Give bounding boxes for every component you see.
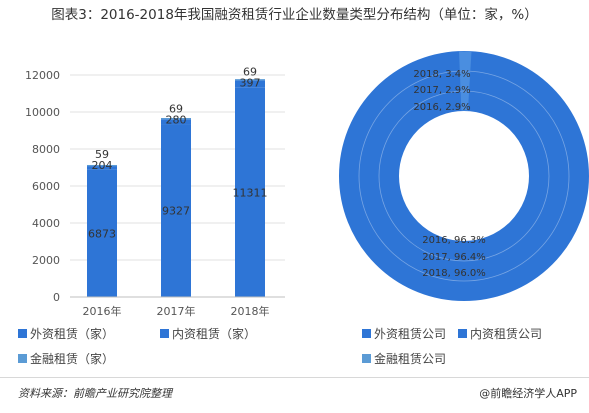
- legend-label: 内资租赁（家）: [172, 327, 257, 341]
- ring-label: 2016, 2.9%: [413, 102, 470, 113]
- legend-swatch: [362, 329, 371, 338]
- data-label: 280: [166, 113, 187, 126]
- legend-swatch: [160, 329, 169, 338]
- y-tick-label: 10000: [25, 106, 60, 119]
- bar-segment: [161, 119, 191, 125]
- legend-item-foreign-company: 外资租赁公司: [362, 325, 446, 342]
- data-label: 397: [240, 77, 261, 90]
- data-label: 6873: [88, 227, 116, 240]
- legend-label: 外资租赁公司: [374, 327, 447, 341]
- ring-divider: [378, 90, 550, 262]
- bar-segment: [161, 117, 191, 120]
- data-label: 69: [169, 102, 183, 115]
- y-tick-label: 2000: [32, 254, 60, 267]
- ring-label: 2017, 96.4%: [422, 252, 486, 263]
- legend-label: 外资租赁（家）: [30, 327, 115, 341]
- footer-divider: [0, 377, 589, 378]
- legend-item-domestic-lease: 内资租赁（家）: [160, 325, 256, 342]
- legend-swatch: [18, 354, 27, 363]
- legend-label: 内资租赁公司: [470, 327, 543, 341]
- data-label: 11311: [233, 186, 268, 199]
- bar-segment: [235, 80, 265, 88]
- donut-ring: [339, 51, 589, 301]
- x-tick-label: 2017年: [157, 304, 196, 318]
- data-label: 69: [243, 66, 257, 79]
- data-label: 204: [92, 159, 113, 172]
- legend-item-foreign-lease: 外资租赁（家）: [18, 325, 114, 342]
- legend-item-financial-company: 金融租赁公司: [362, 350, 446, 367]
- legend-swatch: [18, 329, 27, 338]
- legend-swatch: [362, 354, 371, 363]
- ring-label: 2018, 96.0%: [422, 268, 486, 279]
- x-tick-label: 2016年: [83, 304, 122, 318]
- y-tick-label: 0: [53, 291, 60, 304]
- y-tick-label: 12000: [25, 69, 60, 82]
- chart-title: 图表3：2016-2018年我国融资租赁行业企业数量类型分布结构（单位：家，%）: [51, 7, 538, 23]
- legend-swatch: [458, 329, 467, 338]
- y-tick-label: 4000: [32, 217, 60, 230]
- bar-segment: [87, 166, 117, 170]
- source-note: 资料来源：前瞻产业研究院整理: [18, 387, 172, 400]
- legend-label: 金融租赁公司: [374, 352, 447, 366]
- legend-item-domestic-company: 内资租赁公司: [458, 325, 542, 342]
- ring-label: 2018, 3.4%: [413, 69, 470, 80]
- x-tick-label: 2018年: [231, 304, 270, 318]
- brand-credit: @前瞻经济学人APP: [479, 387, 577, 400]
- bar-segment: [87, 164, 117, 167]
- y-tick-label: 8000: [32, 143, 60, 156]
- bar-segment: [161, 124, 191, 297]
- data-label: 9327: [162, 205, 190, 218]
- bar-segment: [235, 79, 265, 81]
- ring-label: 2016, 96.3%: [422, 235, 486, 246]
- legend-item-financial-lease: 金融租赁（家）: [18, 350, 114, 367]
- ring-divider: [358, 70, 570, 282]
- bar-segment: [235, 87, 265, 298]
- y-tick-label: 6000: [32, 180, 60, 193]
- data-label: 59: [95, 148, 109, 161]
- legend-label: 金融租赁（家）: [30, 352, 115, 366]
- ring-label: 2017, 2.9%: [413, 85, 470, 96]
- bar-segment: [87, 169, 117, 297]
